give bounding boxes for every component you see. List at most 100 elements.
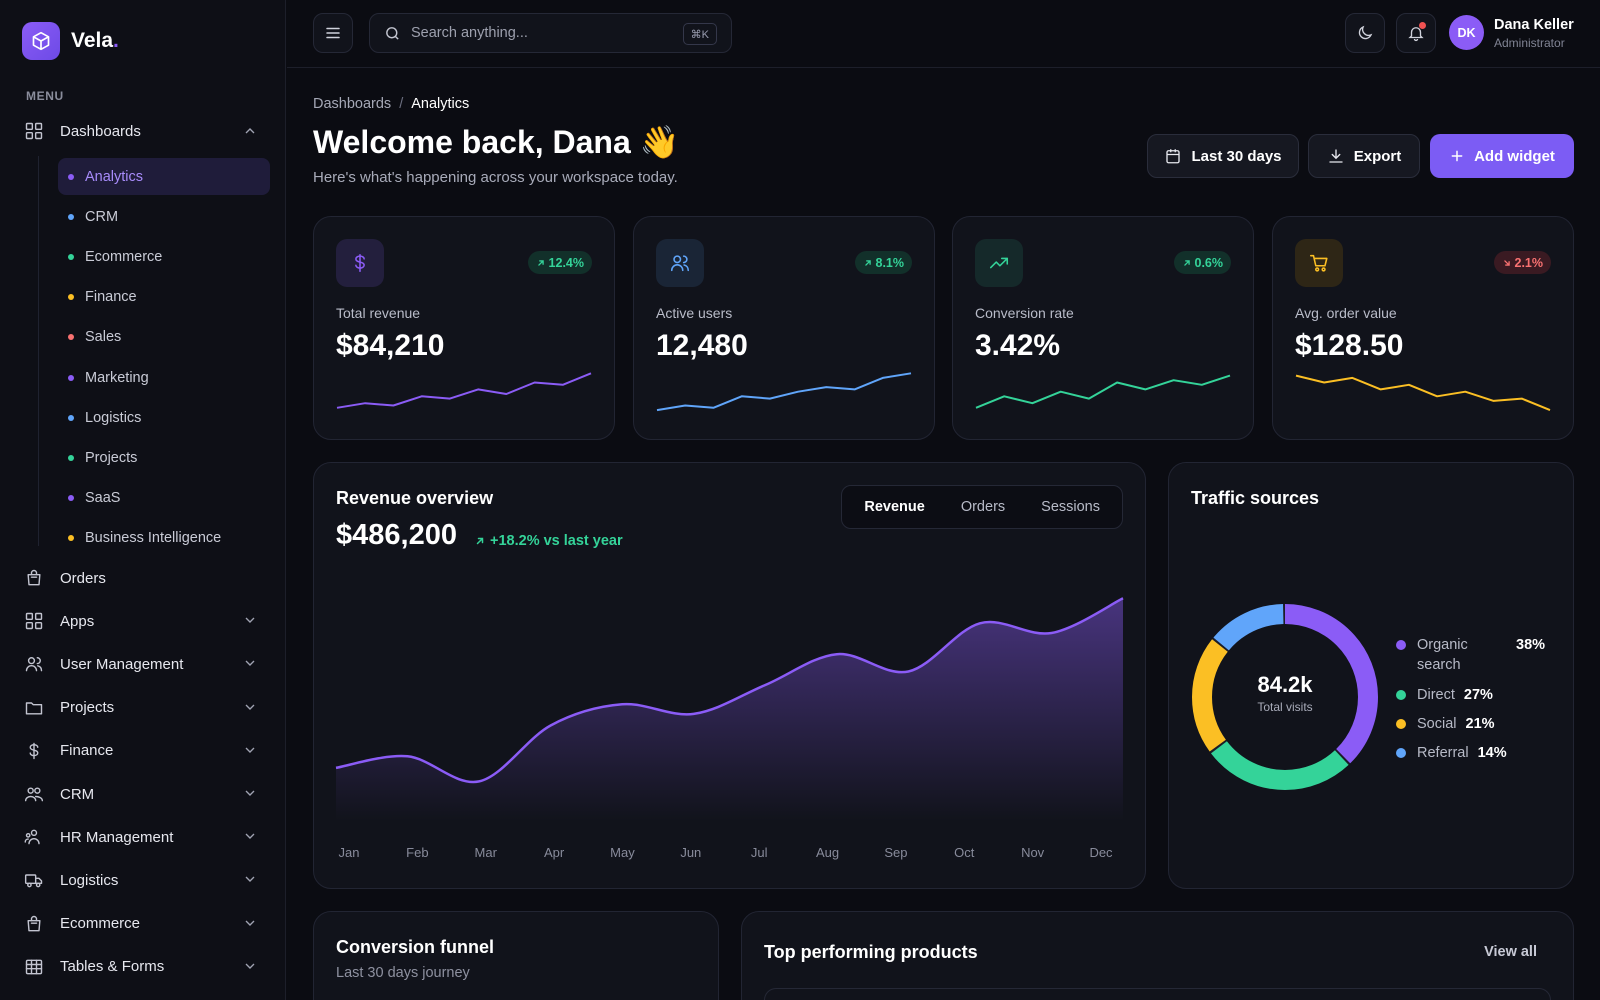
menu-toggle-button[interactable] — [313, 13, 353, 53]
page-title: Welcome back, Dana 👋 — [313, 124, 680, 160]
top-products-card: Top performing products View all — [741, 911, 1574, 1000]
user-group-icon — [24, 829, 40, 845]
people-icon — [24, 787, 44, 802]
sparkline-path — [336, 372, 592, 409]
stat-icon-tile — [656, 239, 704, 287]
arrow-up-right-icon — [537, 259, 544, 266]
trend-badge: 0.6% — [1173, 251, 1231, 274]
chevron-down-icon — [245, 876, 255, 883]
export-button[interactable]: Export — [1308, 134, 1420, 178]
legend-name: Direct — [1417, 687, 1455, 703]
sidebar-item-apps[interactable]: Apps — [22, 603, 266, 639]
search-input[interactable] — [411, 25, 661, 41]
sidebar-item-dashboards[interactable]: Dashboards — [22, 114, 266, 148]
sidebar-subitem-logistics[interactable]: Logistics — [58, 399, 270, 436]
legend-item-organic-search[interactable]: Organic search 38% — [1396, 635, 1545, 675]
subnav-line — [38, 156, 39, 546]
sidebar-item-user-management[interactable]: User Management — [22, 646, 266, 682]
nav-icon-wrap — [22, 739, 46, 763]
sidebar-item-orders[interactable]: Orders — [22, 560, 266, 596]
sidebar-subitem-business-intelligence[interactable]: Business Intelligence — [58, 520, 270, 557]
sidebar-item-ecommerce[interactable]: Ecommerce — [22, 906, 266, 942]
funnel-subtitle: Last 30 days journey — [336, 965, 470, 981]
view-all-link[interactable]: View all — [1484, 944, 1537, 960]
stat-label: Conversion rate — [975, 305, 1074, 321]
trend-badge: 8.1% — [854, 251, 912, 274]
sidebar-subitem-crm[interactable]: CRM — [58, 198, 270, 235]
revenue-tabs: Revenue Orders Sessions — [841, 485, 1123, 529]
date-range-button[interactable]: Last 30 days — [1147, 134, 1299, 178]
x-tick-label: Nov — [1021, 845, 1045, 860]
sidebar-item-crm[interactable]: CRM — [22, 776, 266, 812]
legend-item-referral[interactable]: Referral 14% — [1396, 743, 1507, 763]
trend-badge: 2.1% — [1493, 251, 1551, 274]
bell-icon — [1408, 27, 1424, 42]
bag-icon — [27, 915, 41, 931]
cart-icon — [1309, 254, 1328, 272]
sidebar-item-tables-forms[interactable]: Tables & Forms — [22, 949, 266, 985]
avatar[interactable]: DK — [1449, 15, 1484, 50]
stat-value: 12,480 — [656, 329, 748, 362]
donut-slice-organic-search[interactable] — [1192, 604, 1378, 790]
sparkline — [336, 372, 592, 409]
sidebar: Vela. MENU Dashboards Analytics CRM Ecom… — [0, 0, 286, 1000]
sidebar-subitem-label: Finance — [85, 289, 137, 306]
chevron-down-icon — [245, 833, 255, 840]
sidebar-subitem-projects[interactable]: Projects — [58, 439, 270, 476]
nav-icon-wrap — [22, 912, 46, 936]
sidebar-item-label: Finance — [60, 742, 114, 760]
sidebar-subitem-analytics[interactable]: Analytics — [58, 158, 270, 195]
legend-dot — [1396, 748, 1406, 758]
grid-icon — [25, 612, 43, 630]
x-tick-label: Apr — [544, 845, 565, 860]
export-label: Export — [1353, 147, 1402, 165]
bullet-dot — [68, 334, 74, 341]
nav-icon-wrap — [22, 868, 46, 892]
sidebar-item-logistics[interactable]: Logistics — [22, 862, 266, 898]
traffic-title: Traffic sources — [1191, 488, 1320, 508]
bullet-dot — [68, 253, 74, 260]
theme-toggle-button[interactable] — [1345, 13, 1385, 53]
sidebar-item-projects[interactable]: Projects — [22, 690, 266, 726]
legend-item-direct[interactable]: Direct 27% — [1396, 685, 1493, 705]
arrow-up-right-icon — [1183, 259, 1190, 266]
sidebar-subitem-finance[interactable]: Finance — [58, 279, 270, 316]
sidebar-subitem-saas[interactable]: SaaS — [58, 480, 270, 517]
donut-slice-direct[interactable] — [1192, 604, 1378, 790]
users-icon — [670, 255, 690, 272]
tab-sessions[interactable]: Sessions — [1041, 499, 1100, 515]
sidebar-subitem-ecommerce[interactable]: Ecommerce — [58, 238, 270, 275]
stat-value: 3.42% — [975, 329, 1061, 362]
user-name[interactable]: Dana Keller — [1494, 17, 1574, 33]
sidebar-item-finance[interactable]: Finance — [22, 733, 266, 769]
brand[interactable]: Vela. — [22, 22, 119, 60]
stat-value: $84,210 — [336, 329, 445, 362]
stat-card-active-users: 8.1% Active users 12,480 — [633, 216, 935, 440]
notification-badge — [1419, 22, 1426, 29]
revenue-delta-text: +18.2% vs last year — [490, 533, 623, 549]
products-title: Top performing products — [764, 942, 978, 962]
sparkline — [1295, 374, 1551, 412]
sidebar-item-hr-management[interactable]: HR Management — [22, 819, 266, 855]
revenue-chart: Jan Feb Mar Apr May Jun Jul Aug Sep Oct Nov Dec — [335, 597, 1124, 860]
bullet-dot — [68, 454, 74, 461]
legend-name: Organic search — [1417, 637, 1468, 673]
add-widget-button[interactable]: Add widget — [1430, 134, 1574, 178]
revenue-total: $486,200 — [336, 519, 457, 551]
sidebar-item-label: Tables & Forms — [60, 958, 165, 976]
nav-icon-wrap — [22, 652, 46, 676]
download-icon — [1329, 149, 1343, 163]
donut-slice-social[interactable] — [1192, 604, 1378, 790]
breadcrumb-dashboards[interactable]: Dashboards — [313, 96, 392, 112]
trend-badge-text: 0.6% — [1194, 255, 1224, 270]
plus-icon — [1451, 150, 1463, 162]
notifications-button[interactable] — [1396, 13, 1436, 53]
tab-revenue[interactable]: Revenue — [864, 499, 925, 515]
revenue-title: Revenue overview — [336, 488, 494, 508]
sidebar-subitem-sales[interactable]: Sales — [58, 319, 270, 356]
sidebar-subitem-marketing[interactable]: Marketing — [58, 359, 270, 396]
tab-orders[interactable]: Orders — [960, 499, 1006, 515]
bullet-dot — [68, 374, 74, 381]
legend-item-social[interactable]: Social 21% — [1396, 714, 1495, 734]
sidebar-item-label: Orders — [60, 569, 106, 587]
